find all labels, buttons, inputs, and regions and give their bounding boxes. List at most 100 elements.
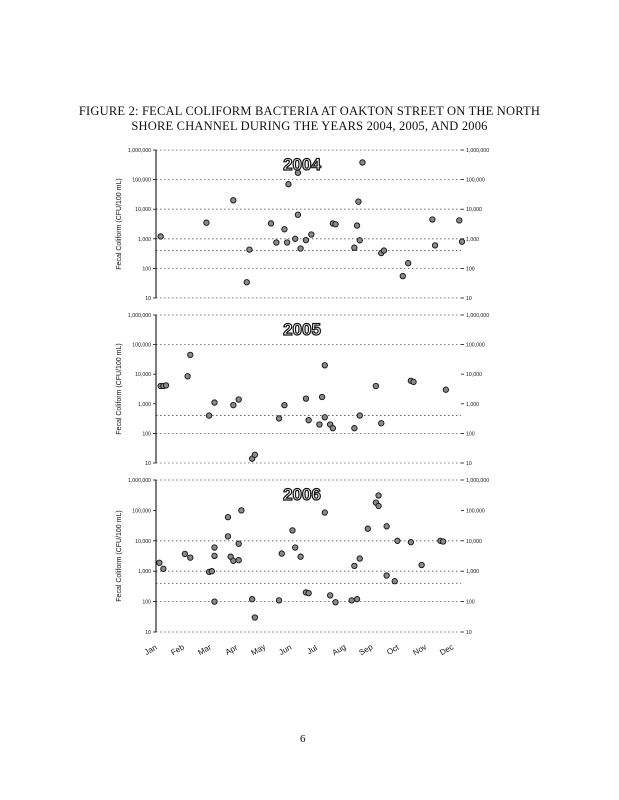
data-point xyxy=(238,507,245,514)
y-tick-label-right: 100 xyxy=(466,600,475,606)
data-point xyxy=(235,396,242,403)
y-tick-label-right: 10,000 xyxy=(466,372,482,378)
data-point xyxy=(356,237,363,244)
data-point xyxy=(273,239,280,246)
data-point xyxy=(351,562,358,569)
data-point xyxy=(292,235,299,242)
data-point xyxy=(332,599,339,606)
x-tick-label-month: May xyxy=(250,642,268,657)
data-point xyxy=(399,272,406,280)
data-point xyxy=(359,159,366,166)
y-tick-label-right: 1,000 xyxy=(466,237,479,243)
y-tick-label-right: 100,000 xyxy=(466,178,485,184)
data-point xyxy=(321,362,328,369)
data-point xyxy=(380,247,388,254)
y-tick-label-left: 10 xyxy=(145,296,151,302)
data-point xyxy=(302,237,310,244)
x-tick-label-month: Jul xyxy=(305,643,319,656)
y-tick-label-right: 1,000 xyxy=(466,569,479,575)
y-tick-label-left: 100,000 xyxy=(132,178,151,184)
data-point xyxy=(353,596,361,603)
y-tick-label-left: 100,000 xyxy=(132,343,151,349)
y-tick-label-left: 10 xyxy=(145,630,151,636)
data-point xyxy=(383,572,390,579)
data-point xyxy=(327,592,334,599)
data-point xyxy=(157,233,164,240)
data-point xyxy=(160,565,167,572)
y-tick-label-left: 100 xyxy=(142,266,151,272)
y-tick-label-left: 1,000 xyxy=(138,569,151,575)
data-point xyxy=(285,181,292,188)
x-tick-label-month: Sep xyxy=(358,642,375,657)
x-tick-label-month: Apr xyxy=(224,643,240,657)
data-point xyxy=(439,538,447,545)
x-tick-label-month: Mar xyxy=(196,642,213,657)
y-tick-label-left: 10,000 xyxy=(135,372,151,378)
data-point xyxy=(356,412,363,419)
data-point xyxy=(410,378,417,386)
y-tick-label-right: 100 xyxy=(466,266,475,272)
data-point xyxy=(332,221,339,228)
figure-title-line-1: FIGURE 2: FECAL COLIFORM BACTERIA AT OAK… xyxy=(78,104,541,118)
data-point xyxy=(187,554,194,561)
data-point xyxy=(275,415,283,422)
y-tick-label-right: 100 xyxy=(466,431,475,437)
data-point xyxy=(294,169,302,176)
data-point xyxy=(456,217,463,224)
x-tick-label-month: Aug xyxy=(331,642,348,657)
y-tick-label-left: 100 xyxy=(142,600,151,606)
data-point xyxy=(316,421,323,428)
data-point xyxy=(431,242,439,249)
data-point xyxy=(281,226,288,233)
data-point xyxy=(156,559,163,566)
data-point xyxy=(203,219,210,226)
data-point xyxy=(329,425,336,432)
x-tick-label-month: Dec xyxy=(438,642,455,657)
data-point xyxy=(235,557,242,564)
data-point xyxy=(302,395,310,402)
data-point xyxy=(318,393,326,401)
data-point xyxy=(375,502,382,510)
data-point xyxy=(348,597,355,604)
data-point xyxy=(246,246,253,253)
data-point xyxy=(184,373,191,380)
data-point xyxy=(305,417,312,424)
data-point xyxy=(243,279,250,286)
data-point xyxy=(211,544,218,551)
data-point xyxy=(211,399,218,406)
data-point xyxy=(297,553,304,560)
figure-title: FIGURE 2: FECAL COLIFORM BACTERIA AT OAK… xyxy=(40,104,579,134)
y-tick-label-left: 1,000 xyxy=(138,237,151,243)
data-point xyxy=(294,211,302,218)
data-point xyxy=(375,492,382,499)
data-point xyxy=(391,578,398,585)
data-point xyxy=(356,555,363,562)
data-point xyxy=(283,239,291,246)
data-point xyxy=(405,260,412,267)
y-axis-label: Fecal Coliform (CFU/100 mL) xyxy=(116,343,123,434)
y-tick-label-right: 10 xyxy=(466,296,472,302)
data-point xyxy=(248,596,256,603)
data-point xyxy=(305,589,312,597)
data-point xyxy=(442,386,449,393)
y-tick-label-left: 100,000 xyxy=(132,508,151,514)
data-point xyxy=(211,598,218,605)
data-point xyxy=(308,231,315,238)
data-point xyxy=(321,509,328,516)
x-tick-label-month: Jun xyxy=(277,643,293,657)
data-point xyxy=(181,550,189,558)
figure-title-line-2: SHORE CHANNEL DURING THE YEARS 2004, 200… xyxy=(131,119,488,133)
y-axis-label: Fecal Coliform (CFU/100 mL) xyxy=(116,178,123,269)
data-point xyxy=(267,220,275,227)
y-tick-label-right: 1,000,000 xyxy=(466,313,489,319)
y-tick-label-left: 1,000 xyxy=(138,402,151,408)
data-point xyxy=(278,550,285,557)
y-tick-label-left: 10 xyxy=(145,461,151,467)
data-point xyxy=(211,552,218,559)
y-tick-label-right: 10,000 xyxy=(466,207,482,213)
y-axis-label: Fecal Coliform (CFU/100 mL) xyxy=(116,510,123,601)
x-tick-label-month: Jan xyxy=(143,643,159,657)
data-point xyxy=(378,420,385,427)
data-point xyxy=(418,561,425,569)
